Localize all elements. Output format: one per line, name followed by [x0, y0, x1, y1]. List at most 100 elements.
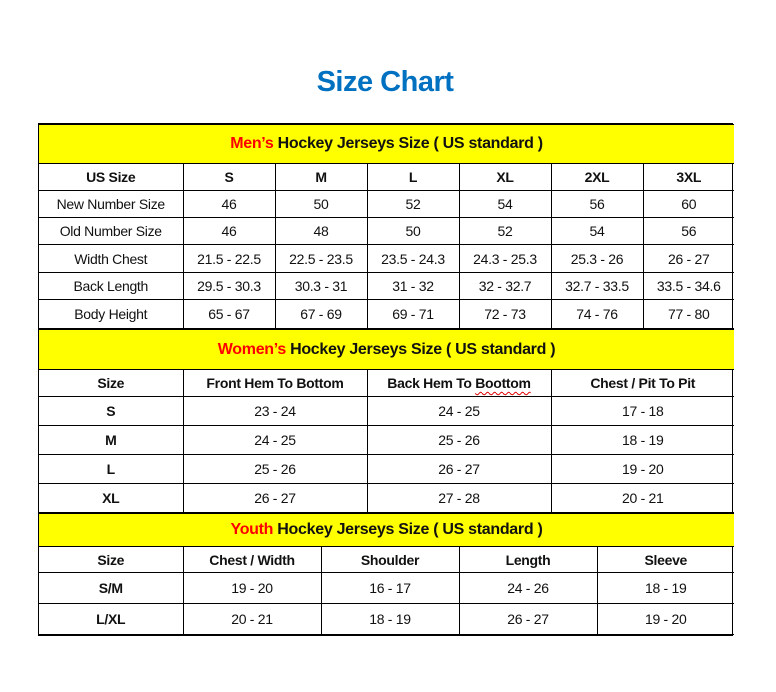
table-cell: 23 - 24 — [182, 396, 368, 426]
table-cell: 18 - 19 — [320, 603, 460, 635]
table-cell: 72 - 73 — [458, 299, 552, 329]
table-cell: 46 — [182, 190, 276, 218]
table-cell: 26 - 27 — [182, 483, 368, 513]
column-header: Size — [39, 546, 184, 573]
column-header: M — [274, 163, 368, 191]
table-cell: 19 - 20 — [596, 603, 735, 635]
section-heading-text: Hockey Jerseys Size ( US standard ) — [273, 521, 543, 538]
table-cell: 52 — [458, 217, 552, 245]
youth-size-table: Youth Hockey Jerseys Size ( US standard … — [39, 513, 735, 635]
table-cell: 69 - 71 — [366, 299, 460, 329]
size-chart-table: Men’s Hockey Jerseys Size ( US standard … — [38, 123, 735, 636]
table-cell: 24 - 25 — [366, 396, 552, 426]
table-cell: 26 - 27 — [458, 603, 598, 635]
column-header: Chest / Pit To Pit — [550, 369, 735, 397]
table-cell: 32 - 32.7 — [458, 272, 552, 300]
table-cell: 50 — [274, 190, 368, 218]
column-header: Sleeve — [596, 546, 735, 573]
table-row: L 25 - 26 26 - 27 19 - 20 — [39, 454, 735, 484]
row-label: S — [39, 396, 184, 426]
table-cell: 30.3 - 31 — [274, 272, 368, 300]
column-header-label: XL — [496, 169, 514, 185]
table-row: Body Height 65 - 67 67 - 69 69 - 71 72 - 73 7… — [39, 299, 734, 329]
table-cell: 24.3 - 25.3 — [458, 244, 552, 273]
table-cell: 26 - 27 — [366, 454, 552, 484]
table-cell: 19 - 20 — [182, 572, 322, 604]
table-cell: 22.5 - 23.5 — [274, 244, 368, 273]
row-label: New Number Size — [39, 190, 184, 218]
column-header-label: Back Hem To Boottom — [387, 375, 531, 391]
section-highlight: Women’s — [217, 340, 286, 358]
column-header: Length — [458, 546, 598, 573]
table-cell: 24 - 25 — [182, 425, 368, 455]
table-cell: 46 — [182, 217, 276, 245]
table-row: S/M 19 - 20 16 - 17 24 - 26 18 - 19 — [39, 572, 735, 604]
section-highlight: Youth — [230, 521, 274, 538]
column-header: 2XL — [550, 163, 644, 191]
table-cell: 50 — [366, 217, 460, 245]
column-header: XL — [458, 163, 552, 191]
column-header: L — [366, 163, 460, 191]
section-highlight: Men’s — [230, 135, 274, 152]
column-header-label: L — [408, 169, 418, 185]
table-cell: 18 - 19 — [596, 572, 735, 604]
table-cell: 56 — [550, 190, 644, 218]
row-label: Old Number Size — [39, 217, 184, 245]
table-cell: 65 - 67 — [182, 299, 276, 329]
column-header-label: Chest / Width — [209, 551, 295, 568]
table-cell: 74 - 76 — [550, 299, 644, 329]
table-cell: 26 - 27 — [642, 244, 734, 273]
section-heading-text: Hockey Jerseys Size ( US standard ) — [273, 135, 543, 152]
page-title: Size Chart — [316, 66, 454, 98]
column-header-label: M — [315, 169, 327, 185]
table-cell: 48 — [274, 217, 368, 245]
table-cell: 19 - 20 — [550, 454, 735, 484]
womens-size-table: Women’s Hockey Jerseys Size ( US standar… — [39, 329, 735, 513]
table-cell: 33.5 - 34.6 — [642, 272, 734, 300]
table-cell: 23.5 - 24.3 — [366, 244, 460, 273]
table-cell: 54 — [550, 217, 644, 245]
table-cell: 52 — [366, 190, 460, 218]
table-row: Back Length 29.5 - 30.3 30.3 - 31 31 - 32 32… — [39, 272, 734, 300]
table-row: L/XL 20 - 21 18 - 19 26 - 27 19 - 20 — [39, 603, 735, 635]
mens-size-table: Men’s Hockey Jerseys Size ( US standard … — [39, 124, 734, 329]
column-header: Front Hem To Bottom — [182, 369, 368, 397]
table-cell: 56 — [642, 217, 734, 245]
header-row: Size Chest / Width Shoulder Length Sleeve — [39, 546, 735, 573]
table-cell: 20 - 21 — [550, 483, 735, 513]
row-label: M — [39, 425, 184, 455]
youth-section-heading: Youth Hockey Jerseys Size ( US standard … — [39, 513, 735, 547]
column-header-label: 3XL — [676, 169, 702, 185]
table-cell: 77 - 80 — [642, 299, 734, 329]
table-cell: 67 - 69 — [274, 299, 368, 329]
table-row: M 24 - 25 25 - 26 18 - 19 — [39, 425, 735, 455]
column-header: Size — [39, 369, 184, 397]
table-cell: 21.5 - 22.5 — [182, 244, 276, 273]
table-cell: 25 - 26 — [182, 454, 368, 484]
column-header: Back Hem To Boottom — [366, 369, 552, 397]
table-cell: 20 - 21 — [182, 603, 322, 635]
column-header: 3XL — [642, 163, 734, 191]
column-header-label: Chest / Pit To Pit — [590, 375, 696, 391]
row-label: XL — [39, 483, 184, 513]
table-cell: 32.7 - 33.5 — [550, 272, 644, 300]
header-row: US Size S M L XL 2XL 3XL — [39, 163, 734, 191]
column-header-label: Front Hem To Bottom — [206, 375, 344, 391]
column-header-label: Sleeve — [644, 551, 688, 568]
section-heading-text: Hockey Jerseys Size ( US standard ) — [285, 340, 556, 358]
table-row: S 23 - 24 24 - 25 17 - 18 — [39, 396, 735, 426]
header-label-part: Back Hem To — [387, 375, 476, 391]
table-row: Width Chest 21.5 - 22.5 22.5 - 23.5 23.5 - … — [39, 244, 734, 273]
row-label: Body Height — [39, 299, 184, 329]
table-cell: 25 - 26 — [366, 425, 552, 455]
table-cell: 16 - 17 — [320, 572, 460, 604]
table-cell: 27 - 28 — [366, 483, 552, 513]
table-row: XL 26 - 27 27 - 28 20 - 21 — [39, 483, 735, 513]
table-cell: 18 - 19 — [550, 425, 735, 455]
table-row: Old Number Size 46 48 50 52 54 56 — [39, 217, 734, 245]
header-row: Size Front Hem To Bottom Back Hem To Boott… — [39, 369, 735, 397]
table-cell: 17 - 18 — [550, 396, 735, 426]
table-cell: 31 - 32 — [366, 272, 460, 300]
row-label: L — [39, 454, 184, 484]
row-label: Back Length — [39, 272, 184, 300]
